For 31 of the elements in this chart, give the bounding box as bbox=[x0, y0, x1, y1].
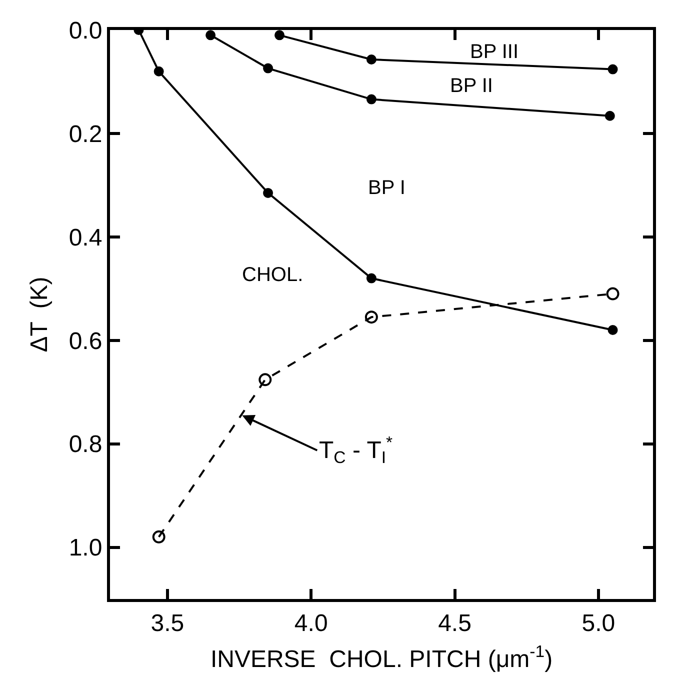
x-tick-label: 3.5 bbox=[150, 610, 184, 637]
annotation: BP I bbox=[368, 177, 406, 199]
y-tick-label: 0.0 bbox=[68, 17, 102, 44]
point bbox=[152, 530, 166, 544]
point bbox=[263, 63, 274, 74]
x-axis-title: INVERSE CHOL. PITCH (μm$^{-1}$) bbox=[210, 642, 553, 674]
y-tick-label: 0.6 bbox=[68, 328, 102, 355]
point bbox=[366, 54, 376, 64]
point bbox=[206, 30, 216, 40]
y-tick-label: 0.8 bbox=[68, 431, 102, 458]
annotation: CHOL. bbox=[242, 264, 304, 286]
annotation: BP II bbox=[450, 75, 493, 97]
point bbox=[608, 325, 618, 336]
point bbox=[274, 30, 285, 40]
point bbox=[154, 66, 164, 76]
x-tick-label: 4.0 bbox=[294, 610, 328, 637]
point bbox=[263, 188, 274, 198]
point bbox=[364, 310, 378, 324]
point bbox=[604, 110, 615, 121]
x-tick-label: 5.0 bbox=[582, 610, 616, 637]
y-axis-title: ΔT (K) bbox=[26, 276, 53, 352]
point bbox=[366, 273, 376, 284]
x-tick-label: 4.5 bbox=[438, 610, 472, 637]
point bbox=[258, 373, 272, 386]
point bbox=[606, 287, 620, 300]
point bbox=[608, 64, 618, 74]
y-tick-label: 0.2 bbox=[68, 120, 102, 148]
y-tick-label: 1.0 bbox=[68, 534, 102, 562]
point bbox=[366, 94, 376, 104]
annotation: BP III bbox=[470, 41, 519, 63]
y-tick-label: 0.4 bbox=[68, 224, 102, 252]
